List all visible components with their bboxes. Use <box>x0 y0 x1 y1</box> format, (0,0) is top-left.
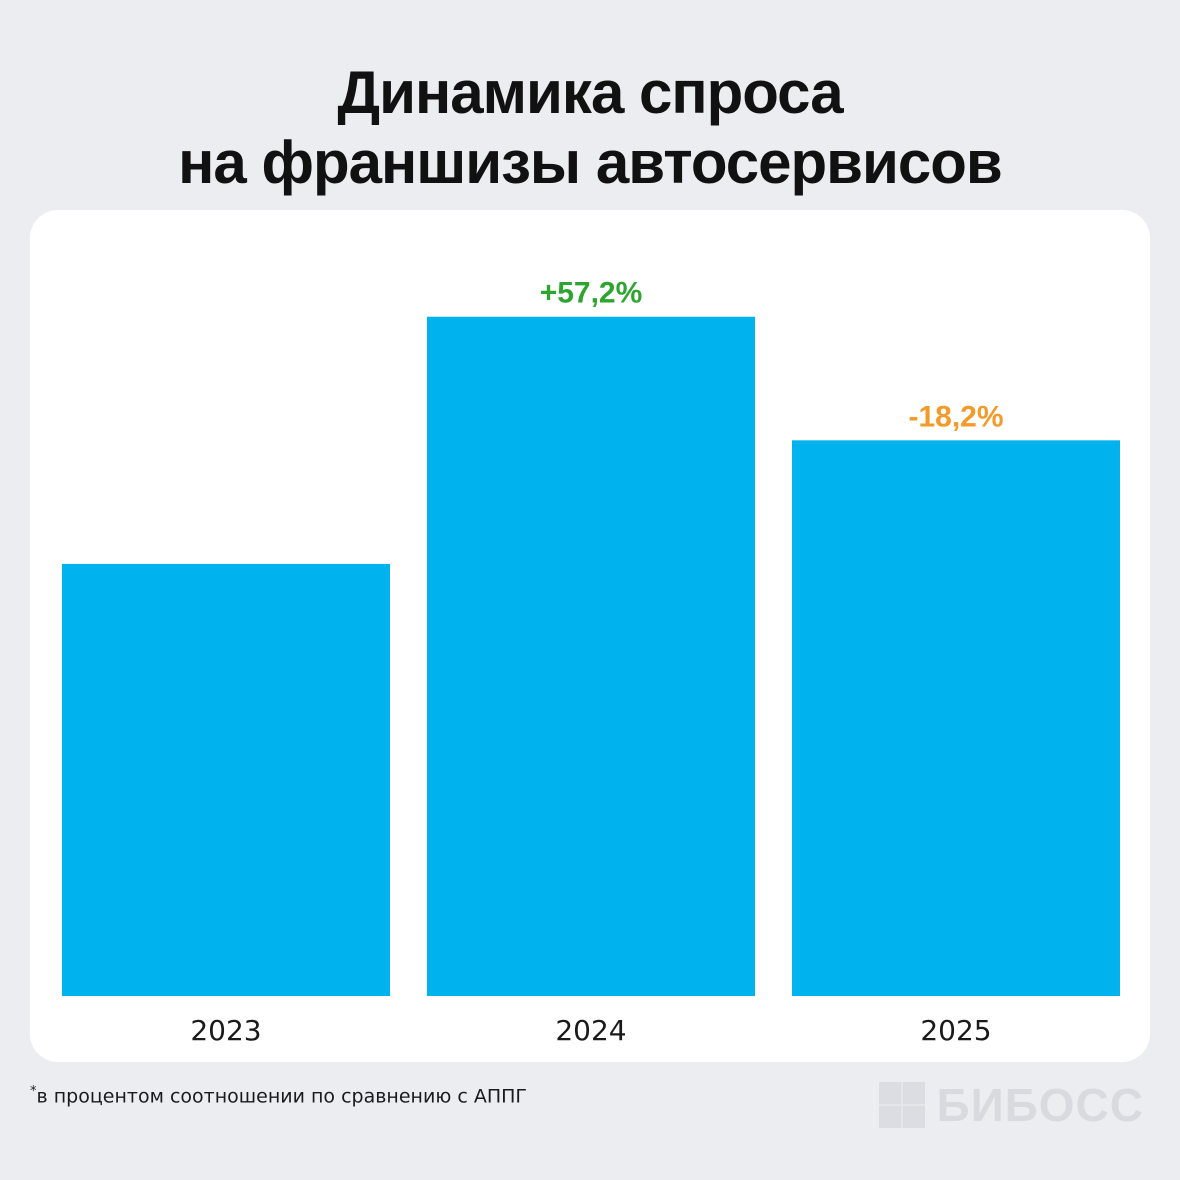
footnote: *в процентом соотношении по сравнению с … <box>30 1084 527 1107</box>
x-tick-2024: 2024 <box>555 1014 626 1047</box>
logo-mark-icon <box>878 1082 925 1128</box>
bar-2025 <box>792 440 1120 996</box>
bar-chart: 2023 +57,2% 2024 -18,2% 2025 <box>62 277 1120 1047</box>
chart-title: Динамика спроса на франшизы автосервисов <box>0 58 1180 198</box>
data-label-2024: +57,2% <box>540 277 643 310</box>
chart-card: 2023 +57,2% 2024 -18,2% 2025 <box>30 210 1150 1062</box>
title-line-2: на франшизы автосервисов <box>178 129 1003 196</box>
footnote-mark: * <box>30 1084 37 1099</box>
x-tick-2025: 2025 <box>920 1014 991 1047</box>
footnote-text: в процентом соотношении по сравнению с А… <box>36 1085 528 1108</box>
x-tick-2023: 2023 <box>190 1014 261 1047</box>
bar-2023 <box>62 563 390 996</box>
title-line-1: Динамика спроса <box>337 59 843 126</box>
logo-text: БИБОСС <box>936 1079 1144 1131</box>
bar-2024 <box>427 316 755 996</box>
brand-logo: БИБОСС <box>878 1078 1144 1132</box>
data-label-2025: -18,2% <box>908 400 1003 433</box>
